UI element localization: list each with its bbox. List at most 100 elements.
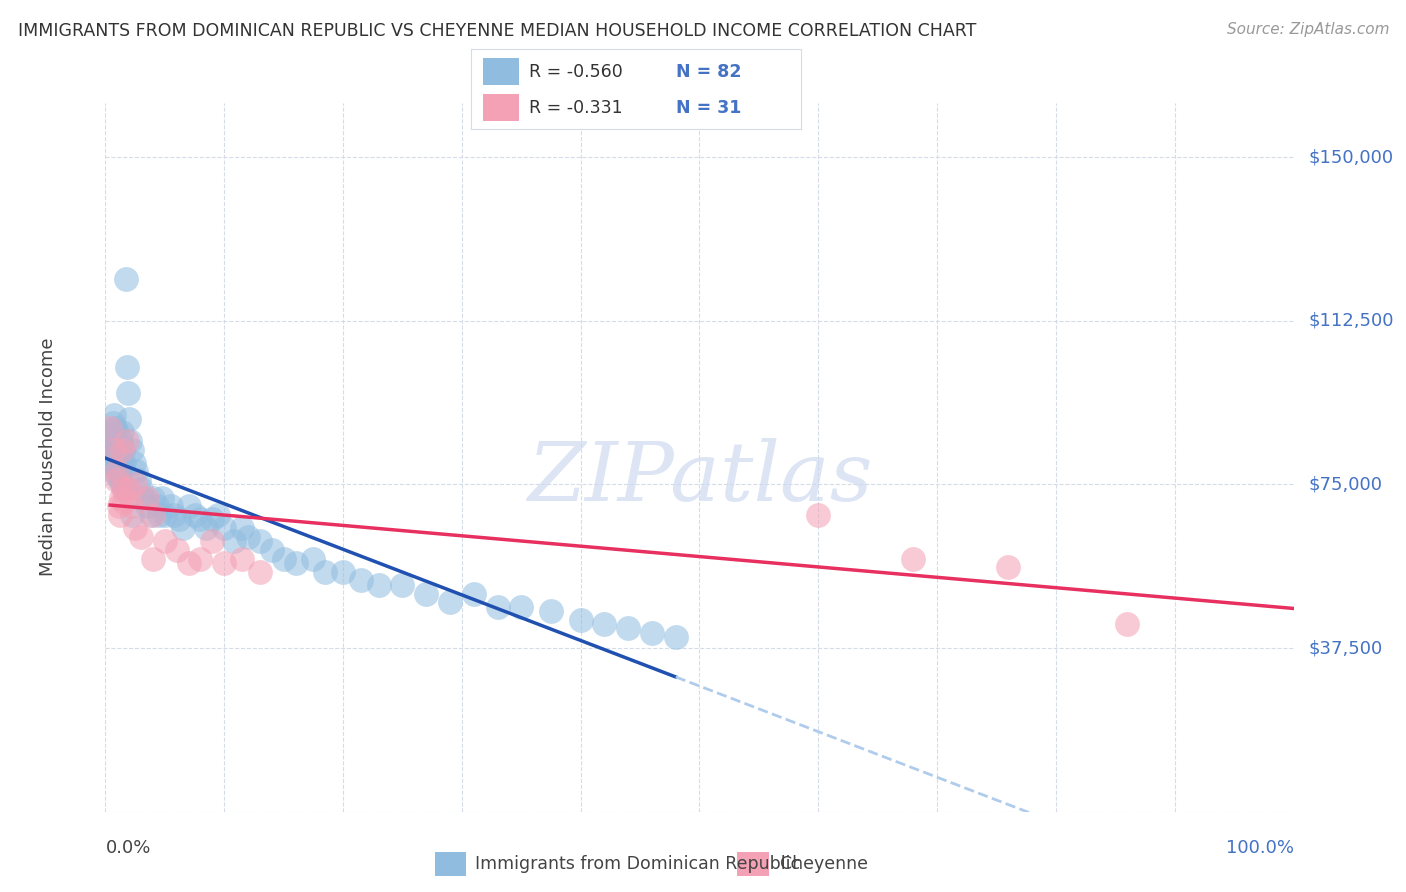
Point [807,508,830,522]
Point [115,434,138,448]
Point [105,442,128,457]
Point [302,551,325,566]
Point [111,477,134,491]
Point [439,595,461,609]
Point [136,491,159,505]
Point [124,477,146,491]
Text: $75,000: $75,000 [1309,475,1384,493]
Point [195,521,218,535]
Point [107,500,129,514]
Point [104,442,127,457]
Point [108,473,131,487]
Point [136,500,159,514]
Point [260,542,283,557]
Point [214,521,236,535]
Point [273,551,295,566]
Point [231,521,253,535]
Point [121,508,143,522]
Point [112,482,135,496]
Point [105,468,128,483]
Point [486,599,509,614]
Point [569,613,592,627]
Point [105,473,128,487]
Point [125,464,148,478]
Point [103,442,125,457]
Point [159,500,181,514]
Point [540,604,562,618]
Point [105,464,128,478]
Text: N = 31: N = 31 [676,99,741,117]
Point [463,586,485,600]
Text: N = 82: N = 82 [676,62,741,80]
Point [103,429,125,443]
Point [214,556,236,570]
Point [284,556,307,570]
Point [172,521,194,535]
Point [142,508,165,522]
Point [111,442,134,457]
Point [108,447,131,461]
Point [665,630,688,644]
Point [207,508,229,522]
Point [142,551,165,566]
Point [142,491,165,505]
Point [124,521,146,535]
Text: $150,000: $150,000 [1309,148,1395,166]
Point [110,464,132,478]
Point [510,599,533,614]
Text: Cheyenne: Cheyenne [780,855,869,873]
Point [112,442,135,457]
Point [129,530,152,544]
Point [593,617,616,632]
Point [163,508,186,522]
Point [108,508,131,522]
Point [98,420,121,434]
Point [183,508,205,522]
Point [115,359,138,374]
Point [103,464,125,478]
Point [128,473,150,487]
Text: R = -0.331: R = -0.331 [529,99,623,117]
Point [236,530,259,544]
Point [249,565,271,579]
Text: Immigrants from Dominican Republic: Immigrants from Dominican Republic [475,855,800,873]
Point [103,408,125,422]
Text: ZIPatlas: ZIPatlas [527,439,872,518]
Text: Source: ZipAtlas.com: Source: ZipAtlas.com [1226,22,1389,37]
Point [166,542,188,557]
Point [107,456,129,470]
Point [101,417,124,431]
Point [98,438,121,452]
Point [153,534,176,549]
Point [314,565,336,579]
Text: R = -0.560: R = -0.560 [529,62,623,80]
Point [350,574,373,588]
Point [177,500,200,514]
Text: Median Household Income: Median Household Income [39,338,58,576]
Point [114,482,136,496]
Point [129,482,152,496]
Point [105,425,128,439]
FancyBboxPatch shape [737,853,769,876]
Point [415,586,437,600]
FancyBboxPatch shape [434,853,467,876]
Point [110,491,132,505]
Point [148,508,170,522]
Text: 100.0%: 100.0% [1226,838,1294,856]
Point [117,385,139,400]
Point [100,447,122,461]
Point [114,456,136,470]
Point [367,578,389,592]
Point [139,508,162,522]
Text: IMMIGRANTS FROM DOMINICAN REPUBLIC VS CHEYENNE MEDIAN HOUSEHOLD INCOME CORRELATI: IMMIGRANTS FROM DOMINICAN REPUBLIC VS CH… [18,22,977,40]
Point [201,512,224,526]
Point [617,622,640,636]
Point [641,625,664,640]
Point [114,272,136,286]
Point [118,482,141,496]
Point [105,434,128,448]
Point [190,512,212,526]
Point [145,500,167,514]
Point [101,456,124,470]
Point [98,442,121,457]
